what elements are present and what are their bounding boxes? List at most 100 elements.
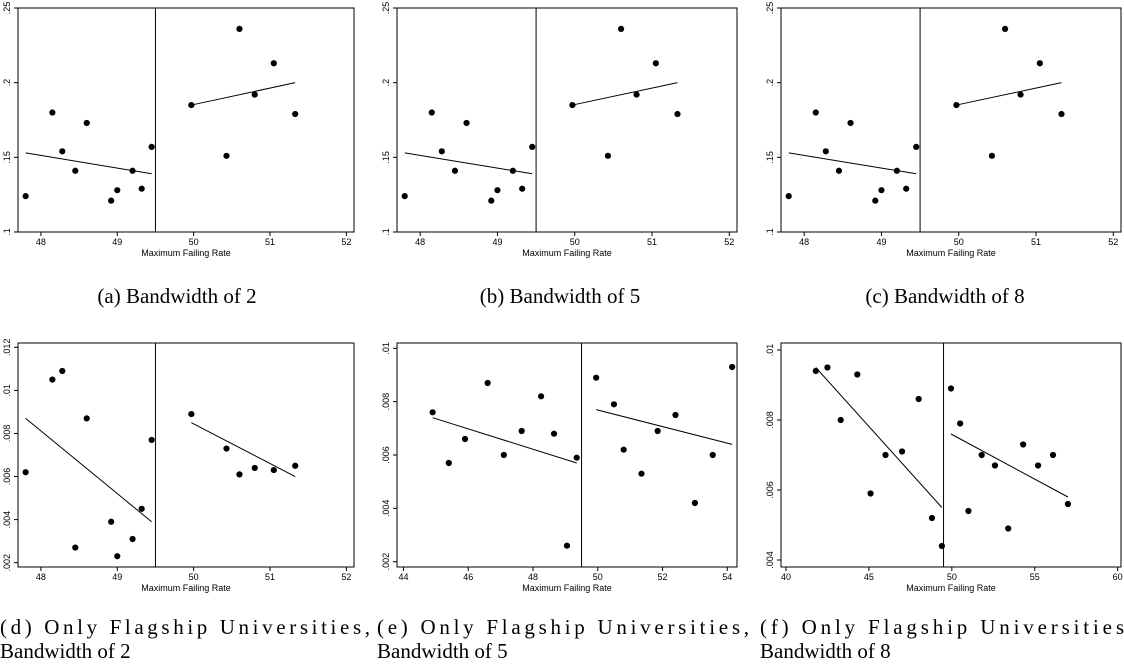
x-tick-label: 49 — [492, 237, 502, 247]
x-tick-label: 50 — [570, 237, 580, 247]
x-tick-label: 52 — [1108, 237, 1118, 247]
x-tick-label: 52 — [341, 572, 351, 582]
x-axis-title: Maximum Failing Rate — [906, 248, 996, 258]
x-tick-label: 48 — [36, 237, 46, 247]
scatter-point — [72, 167, 79, 174]
scatter-point — [114, 553, 121, 560]
scatter-point — [463, 119, 470, 127]
y-tick-label: .25 — [2, 2, 12, 15]
scatter-point — [494, 187, 501, 194]
scatter-point — [837, 416, 844, 424]
scatter-point — [83, 119, 90, 127]
scatter-point — [292, 110, 299, 118]
scatter-point — [1005, 525, 1012, 532]
panel-caption: (e) Only Flagship Universities, — [377, 615, 749, 639]
scatter-point — [903, 185, 910, 192]
scatter-point — [22, 193, 29, 200]
x-tick-label: 51 — [1031, 237, 1041, 247]
fit-line-right — [191, 422, 296, 477]
chart-panel-b: 48 49 50 51 52 .1 .15 .2 .25 Maximum Failing Rate… — [381, 2, 738, 308]
x-tick-label: 55 — [1030, 572, 1040, 582]
chart-panel-c: 48 49 50 51 52 .1 .15 .2 .25 Maximum Failing Rate… — [765, 2, 1122, 308]
y-tick-label: .002 — [381, 553, 391, 571]
scatter-point — [938, 542, 945, 550]
y-tick-label: .01 — [381, 342, 391, 355]
x-tick-label: 52 — [724, 237, 734, 247]
scatter-point — [1036, 60, 1043, 67]
panel-caption: (c) Bandwidth of 8 — [865, 284, 1024, 308]
panel-caption: Bandwidth of 8 — [760, 639, 891, 663]
panel-caption: Bandwidth of 2 — [0, 639, 131, 663]
scatter-point — [22, 469, 29, 476]
scatter-point — [129, 535, 136, 543]
scatter-point — [573, 454, 580, 461]
chart-panel-e: 44 46 48 50 52 54 .002 .004 .006 .008 .01 Maximum F… — [377, 342, 749, 663]
y-tick-label: .15 — [2, 151, 12, 164]
y-tick-label: .2 — [381, 79, 391, 87]
scatter-point — [550, 430, 558, 437]
scatter-point — [638, 470, 645, 477]
fit-line-right — [596, 409, 733, 445]
scatter-point — [270, 466, 277, 474]
scatter-point — [270, 60, 277, 67]
scatter-point — [1020, 441, 1027, 448]
scatter-point — [1064, 500, 1072, 508]
scatter-point — [633, 91, 640, 98]
scatter-point — [654, 427, 661, 435]
scatter-point — [114, 187, 121, 194]
x-tick-label: 49 — [112, 572, 122, 582]
y-tick-label: .2 — [765, 79, 775, 87]
x-tick-label: 44 — [398, 572, 408, 582]
y-tick-label: .006 — [765, 481, 775, 499]
scatter-point — [251, 464, 258, 472]
x-tick-label: 50 — [947, 572, 957, 582]
y-tick-label: .006 — [2, 468, 12, 486]
plot-frame — [780, 342, 1122, 568]
scatter-point — [188, 410, 195, 418]
y-tick-label: .15 — [765, 151, 775, 164]
scatter-point — [59, 148, 66, 155]
scatter-point — [445, 459, 452, 467]
scatter-point — [617, 25, 625, 33]
scatter-point — [1001, 25, 1009, 33]
scatter-point — [537, 393, 545, 400]
scatter-point — [620, 446, 627, 453]
scatter-point — [988, 152, 996, 159]
x-tick-label: 48 — [36, 572, 46, 582]
scatter-point — [138, 185, 145, 192]
x-tick-label: 50 — [593, 572, 603, 582]
scatter-point — [138, 505, 145, 512]
y-tick-label: .1 — [765, 228, 775, 236]
scatter-point — [519, 185, 526, 192]
scatter-point — [188, 101, 195, 109]
scatter-point — [148, 143, 155, 150]
y-tick-label: .004 — [765, 551, 775, 569]
fit-line-left — [815, 367, 943, 508]
x-axis-title: Maximum Failing Rate — [522, 248, 612, 258]
plot-frame — [396, 342, 738, 568]
y-tick-label: .25 — [381, 2, 391, 15]
scatter-point — [401, 193, 408, 200]
scatter-point — [872, 197, 879, 204]
scatter-point — [461, 435, 469, 443]
y-tick-label: .25 — [765, 2, 775, 15]
scatter-point — [518, 427, 525, 435]
scatter-point — [812, 109, 819, 116]
y-tick-label: .01 — [2, 384, 12, 397]
panel-caption: Bandwidth of 5 — [377, 639, 508, 663]
chart-panel-d: 48 49 50 51 52 .002 .004 .006 .008 .01 .012 Maximum… — [0, 339, 370, 663]
scatter-point — [709, 451, 716, 459]
scatter-point — [691, 499, 699, 507]
scatter-point — [812, 367, 819, 375]
scatter-point — [438, 148, 445, 155]
plot-frame — [17, 342, 355, 568]
scatter-point — [500, 451, 507, 459]
scatter-point — [978, 451, 985, 459]
x-tick-label: 60 — [1113, 572, 1123, 582]
scatter-point — [59, 367, 66, 375]
scatter-point — [1017, 91, 1024, 98]
y-tick-label: .008 — [2, 425, 12, 443]
fit-line-right — [572, 82, 678, 106]
x-axis-title: Maximum Failing Rate — [906, 583, 996, 593]
panel-caption: (a) Bandwidth of 2 — [97, 284, 256, 308]
